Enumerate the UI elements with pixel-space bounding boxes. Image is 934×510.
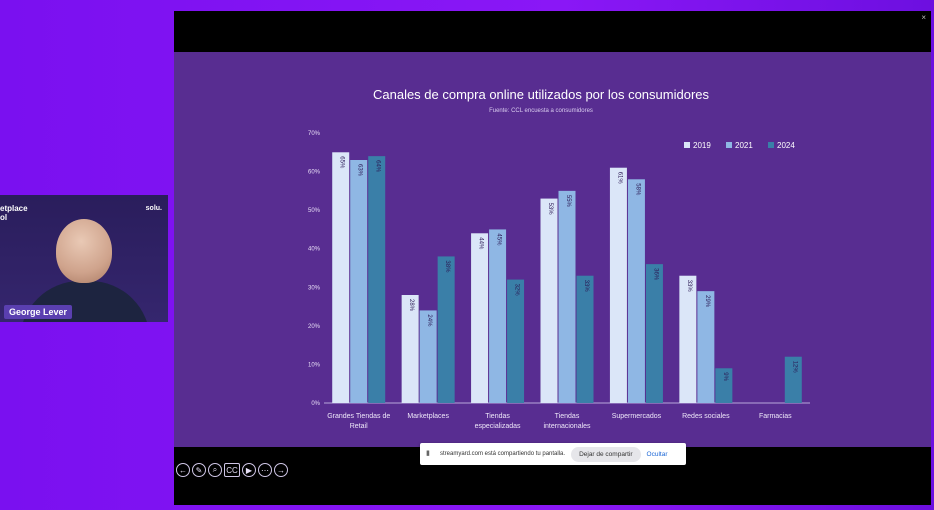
chart-title: Canales de compra online utilizados por … (373, 87, 710, 102)
data-label: 33% (686, 280, 692, 293)
data-label: 32% (514, 284, 520, 297)
data-label: 58% (634, 183, 640, 196)
participant-webcam: etplace ol solu. George Lever (0, 195, 168, 322)
category-label: Tiendas (485, 413, 510, 420)
data-label: 55% (565, 195, 571, 208)
presentation-slide: Canales de compra online utilizados por … (174, 52, 931, 447)
y-tick-label: 60% (308, 170, 321, 176)
legend-label: 2021 (735, 141, 753, 150)
y-tick-label: 10% (308, 362, 321, 368)
data-label: 61% (616, 172, 622, 185)
close-icon[interactable]: × (921, 13, 926, 22)
participant-head (56, 219, 112, 283)
data-label: 12% (791, 361, 797, 374)
y-tick-label: 30% (308, 285, 321, 291)
data-label: 53% (547, 203, 553, 216)
y-tick-label: 0% (311, 401, 320, 407)
camera-icon[interactable]: ▶ (242, 463, 256, 477)
stop-sharing-button[interactable]: Dejar de compartir (571, 446, 641, 462)
data-label: 29% (704, 295, 710, 308)
captions-icon[interactable]: CC (224, 463, 240, 477)
bar-2019 (471, 233, 489, 403)
category-label: Supermercados (612, 413, 662, 420)
legend-label: 2019 (693, 141, 711, 150)
legend-swatch (768, 142, 774, 148)
bar-2019 (540, 198, 558, 403)
category-label: Retail (350, 423, 368, 430)
bar-2024 (437, 256, 455, 403)
chart-subtitle: Fuente: CCL encuesta a consumidores (489, 108, 593, 114)
bar-2021 (419, 310, 437, 403)
bar-2021 (627, 179, 645, 403)
category-label: Grandes Tiendas de (327, 413, 390, 420)
category-label: internacionales (543, 423, 591, 430)
category-label: Farmacias (759, 413, 792, 420)
more-options-icon[interactable]: ⋯ (258, 463, 272, 477)
y-tick-label: 70% (308, 131, 321, 137)
data-label: 63% (357, 164, 363, 177)
data-label: 9% (722, 372, 728, 381)
shared-screen: × Canales de compra online utilizados po… (174, 11, 931, 505)
bar-2024 (715, 368, 733, 403)
bar-2024 (368, 156, 386, 403)
bar-chart: Canales de compra online utilizados por … (308, 87, 810, 430)
category-label: Redes sociales (682, 413, 730, 420)
legend-swatch (726, 142, 732, 148)
legend-swatch (684, 142, 690, 148)
data-label: 65% (339, 156, 345, 169)
data-label: 36% (652, 268, 658, 281)
bar-2024 (784, 356, 802, 403)
bar-2024 (645, 264, 663, 403)
bar-2019 (679, 275, 697, 403)
screen-share-notification: ▮ streamyard.com está compartiendo tu pa… (420, 443, 686, 465)
share-message: streamyard.com está compartiendo tu pant… (440, 451, 566, 457)
data-label: 24% (426, 314, 432, 327)
participant-name-tag: George Lever (4, 305, 73, 319)
data-label: 33% (583, 280, 589, 293)
data-label: 38% (444, 260, 450, 273)
data-label: 64% (375, 160, 381, 173)
brand-logo-right: solu. (145, 205, 162, 212)
bar-2021 (558, 190, 576, 403)
bar-2024 (507, 279, 525, 403)
legend-label: 2024 (777, 141, 795, 150)
data-label: 44% (478, 237, 484, 250)
bar-2019 (401, 295, 419, 403)
y-tick-label: 50% (308, 208, 321, 214)
category-label: especializadas (475, 423, 521, 430)
slide-controls: ← ✎ ⌕ CC ▶ ⋯ → (176, 463, 288, 479)
bar-2019 (332, 152, 350, 403)
category-label: Tiendas (555, 413, 580, 420)
y-tick-label: 20% (308, 324, 321, 330)
y-tick-label: 40% (308, 247, 321, 253)
bar-2021 (489, 229, 507, 403)
data-label: 28% (408, 299, 414, 312)
brand-logo-left: etplace ol (0, 204, 28, 222)
data-label: 45% (496, 233, 502, 246)
hide-button[interactable]: Ocultar (646, 450, 668, 458)
share-icon: ▮ (426, 450, 430, 457)
category-label: Marketplaces (407, 413, 449, 420)
pen-icon[interactable]: ✎ (192, 463, 206, 477)
zoom-icon[interactable]: ⌕ (208, 463, 222, 477)
bar-2019 (609, 167, 627, 403)
bar-2021 (697, 291, 715, 403)
bar-2024 (576, 275, 594, 403)
previous-slide-icon[interactable]: ← (176, 463, 190, 477)
bar-2021 (350, 160, 368, 403)
next-slide-icon[interactable]: → (274, 463, 288, 477)
